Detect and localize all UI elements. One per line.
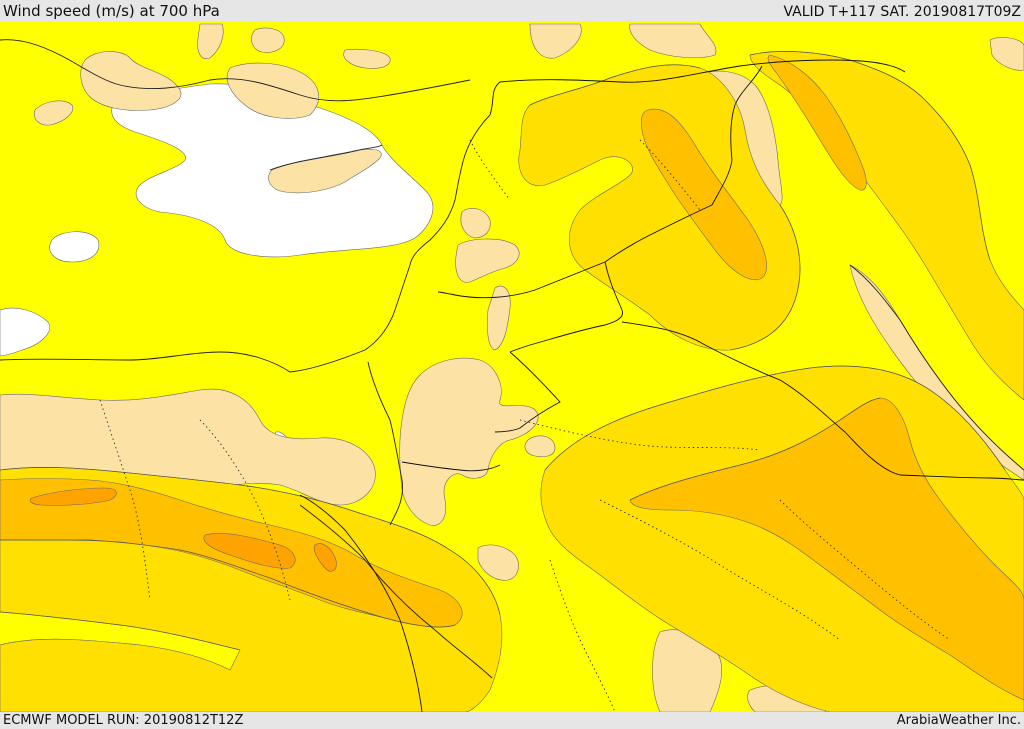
light-area-turkey-north3 bbox=[343, 48, 391, 69]
fresh-area-iran-edge bbox=[767, 54, 867, 191]
admin-boundaries bbox=[99, 139, 951, 712]
moderate-area-syria-iraq bbox=[518, 64, 801, 351]
calm-area-edge bbox=[0, 307, 50, 357]
light-area-small1 bbox=[34, 100, 74, 126]
light-area-cyprus bbox=[268, 148, 382, 194]
light-area-sinai bbox=[477, 544, 519, 581]
coastlines bbox=[0, 39, 1024, 679]
light-area-syria-west bbox=[455, 238, 520, 283]
map-canvas[interactable] bbox=[0, 21, 1024, 712]
light-area-turkey-north4 bbox=[529, 23, 582, 59]
contour-lines bbox=[0, 51, 1006, 651]
map-title: Wind speed (m/s) at 700 hPa bbox=[3, 2, 220, 20]
light-area-turkey-north5 bbox=[629, 23, 717, 59]
strong-area-egypt3 bbox=[313, 543, 337, 572]
light-area-jordan-south bbox=[399, 357, 539, 526]
strong-area-egypt1 bbox=[29, 487, 117, 506]
light-area-lebanon bbox=[460, 207, 491, 239]
footer-bar: ECMWF MODEL RUN: 20190812T12Z ArabiaWeat… bbox=[0, 712, 1024, 729]
light-area-turkey-west bbox=[80, 51, 182, 111]
header-bar: Wind speed (m/s) at 700 hPa VALID T+117 … bbox=[0, 0, 1024, 21]
fresh-area-iraq bbox=[640, 108, 767, 280]
light-area-jordan-strip bbox=[486, 285, 511, 351]
calm-area-west bbox=[49, 231, 100, 263]
credit-label: ArabiaWeather Inc. bbox=[896, 713, 1021, 728]
light-area-jordan-east bbox=[524, 435, 556, 458]
country-borders bbox=[299, 59, 1024, 712]
light-area-caucasus bbox=[989, 37, 1024, 71]
light-area-turkey-north1 bbox=[197, 23, 224, 60]
strong-area-egypt2 bbox=[203, 533, 296, 569]
light-area-turkey-central bbox=[226, 62, 319, 119]
valid-time-label: VALID T+117 SAT. 20190817T09Z bbox=[783, 4, 1021, 20]
model-run-label: ECMWF MODEL RUN: 20190812T12Z bbox=[3, 713, 244, 728]
light-area-turkey-north2 bbox=[251, 27, 285, 53]
wind-speed-map bbox=[0, 21, 1024, 712]
